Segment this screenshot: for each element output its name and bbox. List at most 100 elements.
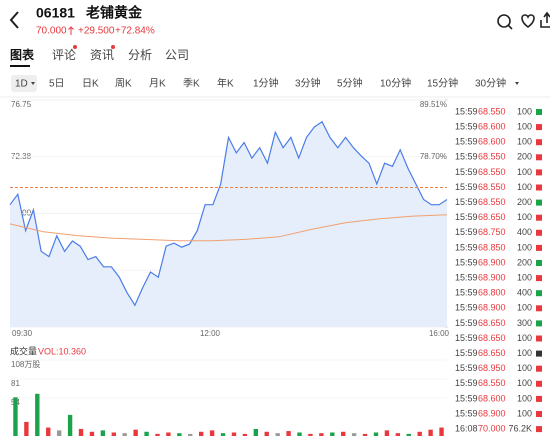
stock-name: 老铺黄金 xyxy=(86,5,143,21)
share-icon[interactable] xyxy=(540,11,550,28)
y2-tick-label: 78.70% xyxy=(420,152,447,161)
period[interactable]: 年K xyxy=(217,77,234,90)
average-line xyxy=(9,214,448,242)
trade-volume: 400 xyxy=(517,288,532,298)
volume-bar xyxy=(220,433,226,436)
period[interactable]: 季K xyxy=(183,78,200,90)
trade-time: 15:59 xyxy=(455,393,478,403)
period[interactable]: 5日 xyxy=(49,79,65,90)
volume-bar xyxy=(155,433,160,436)
trade-side xyxy=(536,365,542,372)
volume-bar xyxy=(188,433,193,436)
period[interactable]: 5分钟 xyxy=(337,77,363,90)
volume-bar xyxy=(166,432,171,436)
tab[interactable]: 评论 xyxy=(52,48,76,62)
trade-volume: 100 xyxy=(517,121,532,131)
period[interactable]: 1分钟 xyxy=(253,77,279,90)
search-icon[interactable] xyxy=(497,14,511,28)
volume-label: VOL:10.360 xyxy=(38,346,86,356)
trade-volume: 100 xyxy=(517,333,532,343)
price-area xyxy=(10,121,447,327)
trade-side xyxy=(536,139,542,146)
change-pct: +72.84% xyxy=(115,26,155,37)
dropdown xyxy=(515,82,519,85)
volume-bar xyxy=(253,428,258,436)
trade-volume: 200 xyxy=(517,152,532,162)
trade-volume: 100 xyxy=(517,242,532,252)
trade-price: 68.650 xyxy=(478,212,506,222)
trade-volume: 100 xyxy=(517,167,532,177)
trade-time: 15:59 xyxy=(455,272,478,282)
trade-time: 15:59 xyxy=(455,288,478,298)
trade-side xyxy=(536,380,542,387)
volume-bar xyxy=(111,432,116,436)
trade-side xyxy=(536,426,542,433)
volume-bar xyxy=(56,430,62,436)
period[interactable]: 1D xyxy=(15,79,28,90)
trade-side xyxy=(536,184,542,191)
volume-bar xyxy=(24,421,29,436)
volume-bar xyxy=(231,432,237,436)
trade-price: 68.900 xyxy=(478,272,506,282)
tab[interactable]: 公司 xyxy=(165,48,189,62)
period[interactable]: 30分钟 xyxy=(475,77,506,90)
trade-side xyxy=(536,229,542,236)
up-arrow xyxy=(68,26,74,35)
trade-side xyxy=(536,154,542,161)
trade-price: 68.550 xyxy=(478,106,506,116)
trade-time: 15:59 xyxy=(455,348,478,358)
tab[interactable]: 分析 xyxy=(128,48,152,62)
change: +29.500 xyxy=(78,26,115,37)
trade-price: 68.750 xyxy=(478,227,506,237)
volume-bar xyxy=(384,430,390,436)
trade-price: 68.550 xyxy=(478,167,506,177)
volume-bar xyxy=(78,428,84,436)
back-button[interactable] xyxy=(9,11,19,29)
favorite-icon[interactable] xyxy=(521,14,535,29)
volume-bar xyxy=(351,433,357,436)
trade-side xyxy=(536,411,542,417)
trade-volume: 100 xyxy=(517,348,532,358)
trade-volume: 100 xyxy=(517,272,532,282)
trade-time: 15:59 xyxy=(455,333,478,343)
volume-bar xyxy=(341,431,346,436)
trade-time: 15:59 xyxy=(455,318,478,328)
trade-price: 68.600 xyxy=(478,393,506,403)
period[interactable]: 15分钟 xyxy=(427,77,458,90)
trade-price: 68.600 xyxy=(478,121,506,131)
volume-bar xyxy=(199,431,204,436)
volume-bar xyxy=(428,429,433,436)
volume-tick-label: 108万股 xyxy=(11,360,40,369)
trade-time: 15:59 xyxy=(455,303,478,313)
trade-time: 15:59 xyxy=(455,242,478,252)
volume-bar xyxy=(275,433,280,436)
trade-volume: 100 xyxy=(517,212,532,222)
trade-time: 15:59 xyxy=(455,363,478,373)
period[interactable]: 周K xyxy=(115,78,132,90)
price-line xyxy=(9,120,448,307)
trade-volume: 100 xyxy=(517,363,532,373)
trade-side xyxy=(536,109,542,115)
volume-bar xyxy=(297,432,302,436)
period[interactable]: 日K xyxy=(82,79,99,90)
volume-bar xyxy=(286,431,291,436)
volume-bar xyxy=(264,431,269,436)
tab[interactable]: 图表 xyxy=(10,47,35,62)
price: 70.000 xyxy=(36,26,67,37)
period[interactable]: 10分钟 xyxy=(380,77,411,90)
volume-bar xyxy=(395,433,401,436)
tab[interactable]: 资讯 xyxy=(90,48,114,62)
volume-bar xyxy=(177,433,182,436)
trade-volume: 100 xyxy=(517,106,532,116)
trade-side xyxy=(536,395,542,402)
trade-side xyxy=(536,199,542,206)
period[interactable]: 3分钟 xyxy=(295,77,321,90)
trade-side xyxy=(536,335,542,342)
trade-time: 15:59 xyxy=(455,378,478,388)
trade-side xyxy=(536,244,542,251)
trade-price: 68.600 xyxy=(478,137,506,147)
trade-time: 15:59 xyxy=(455,182,478,192)
trade-volume: 200 xyxy=(517,257,532,267)
period[interactable]: 月K xyxy=(149,78,166,90)
